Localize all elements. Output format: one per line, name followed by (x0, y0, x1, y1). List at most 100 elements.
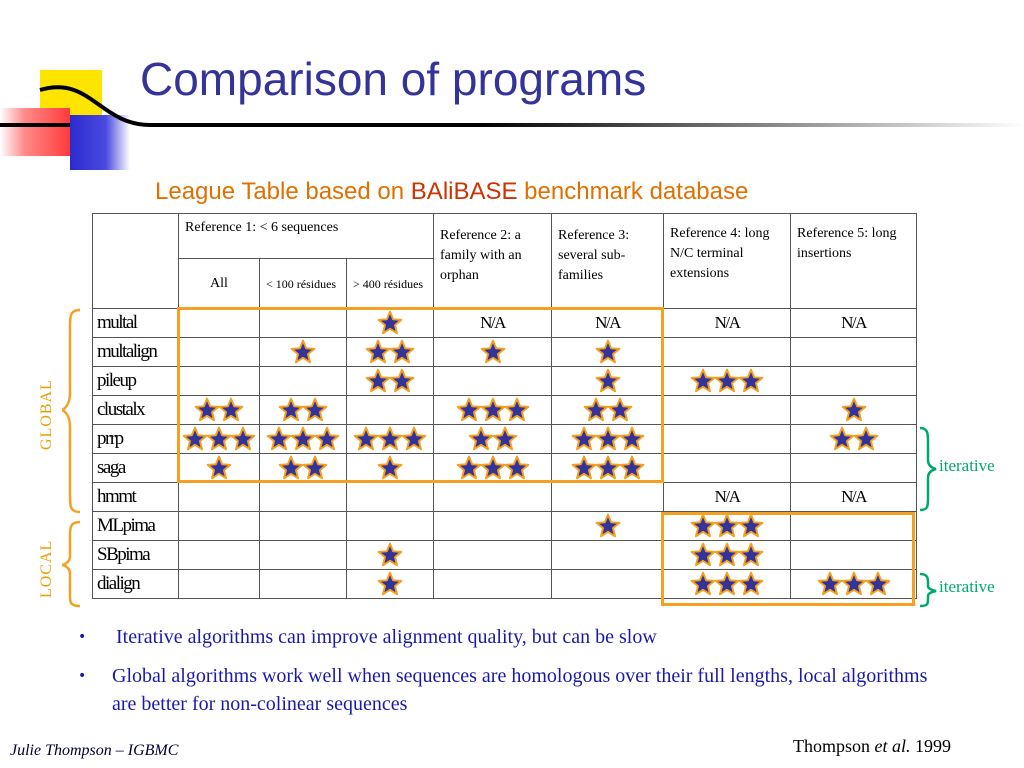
star-icon (290, 426, 316, 452)
score-cell (178, 569, 260, 599)
title-underline (0, 85, 1024, 127)
score-cell (346, 482, 434, 512)
program-name: hmmt (92, 482, 179, 512)
star-icon (182, 426, 208, 452)
star-icon (278, 397, 304, 423)
star-icon (302, 455, 328, 481)
score-cell (178, 453, 260, 483)
program-name: pileup (92, 366, 179, 396)
star-icon (492, 426, 518, 452)
table-row: multal N/A N/A N/A N/A (92, 308, 917, 338)
star-icon (841, 571, 867, 597)
star-icon (714, 542, 740, 568)
score-cell (259, 482, 347, 512)
star-icon (583, 397, 609, 423)
star-icon (266, 426, 292, 452)
star-icon (206, 455, 232, 481)
star-icon (456, 397, 482, 423)
star-icon (738, 513, 764, 539)
score-cell (346, 511, 434, 541)
star-icon (619, 426, 645, 452)
highlight-box-local (661, 512, 915, 606)
subtitle-balibase: BAliBASE (410, 178, 518, 205)
ref2-header: Reference 2: a family with an orphan (433, 213, 552, 309)
star-icon (480, 455, 506, 481)
score-cell (178, 511, 260, 541)
table-row: saga (92, 453, 917, 483)
score-cell (178, 540, 260, 570)
star-icon (829, 426, 855, 452)
star-icon (595, 455, 621, 481)
score-cell (433, 569, 552, 599)
program-name: dialign (92, 569, 179, 599)
star-icon (738, 542, 764, 568)
star-icon (456, 455, 482, 481)
bullet-1-text: Iterative algorithms can improve alignme… (116, 626, 657, 648)
group-braces (62, 308, 81, 608)
score-cell (551, 366, 664, 396)
score-cell (551, 424, 664, 454)
star-icon (619, 455, 645, 481)
subtitle-pre: League Table based on (155, 178, 411, 205)
iterative-braces (919, 426, 937, 608)
score-cell (433, 540, 552, 570)
score-cell (551, 453, 664, 483)
score-cell (663, 540, 791, 570)
score-cell (259, 569, 347, 599)
star-icon (504, 397, 530, 423)
star-icon (595, 339, 621, 365)
program-name: multalign (92, 337, 179, 367)
score-cell (663, 337, 791, 367)
star-icon (401, 426, 427, 452)
score-cell (433, 366, 552, 396)
bullet-2-text: Global algorithms work well when sequenc… (112, 665, 928, 715)
program-name: SBpima (92, 540, 179, 570)
table-row: MLpima (92, 511, 917, 541)
slide-title: Comparison of programs (140, 53, 647, 105)
star-icon (690, 368, 716, 394)
score-cell (259, 424, 347, 454)
score-cell (433, 453, 552, 483)
star-icon (468, 426, 494, 452)
score-cell (551, 540, 664, 570)
score-cell (551, 482, 664, 512)
subtitle-post: benchmark database (517, 178, 749, 205)
star-icon (377, 426, 403, 452)
score-cell: N/A (790, 308, 917, 338)
star-icon (480, 339, 506, 365)
score-cell (790, 366, 917, 396)
score-cell (259, 540, 347, 570)
bullet-dot-icon: • (78, 629, 87, 645)
star-icon (230, 426, 256, 452)
global-label: GLOBAL (38, 379, 55, 450)
score-cell (663, 424, 791, 454)
star-icon (504, 455, 530, 481)
program-name: saga (92, 453, 179, 483)
star-icon (365, 339, 391, 365)
score-cell (663, 569, 791, 599)
star-icon (853, 426, 879, 452)
star-icon (841, 397, 867, 423)
title-decoration-red (0, 108, 70, 156)
footer-author: Julie Thompson – IGBMC (10, 742, 179, 759)
iterative-label-2: iterative (939, 577, 995, 596)
score-cell (433, 482, 552, 512)
star-icon (377, 310, 403, 336)
star-icon (690, 513, 716, 539)
bullet-1: • Iterative algorithms can improve align… (78, 623, 978, 651)
iterative-label-1: iterative (939, 456, 995, 475)
league-table: Reference 1: < 6 sequences Reference 2: … (92, 212, 917, 599)
star-icon (353, 426, 379, 452)
score-cell (259, 337, 347, 367)
score-cell (790, 337, 917, 367)
star-icon (365, 368, 391, 394)
bullet-2: • Global algorithms work well when seque… (78, 662, 938, 718)
score-cell (178, 424, 260, 454)
score-cell (663, 366, 791, 396)
citation-pre: Thompson (793, 736, 875, 756)
program-name: prrp (92, 424, 179, 454)
score-cell (259, 453, 347, 483)
corner-cell (92, 213, 179, 309)
score-cell (178, 482, 260, 512)
star-icon (595, 513, 621, 539)
